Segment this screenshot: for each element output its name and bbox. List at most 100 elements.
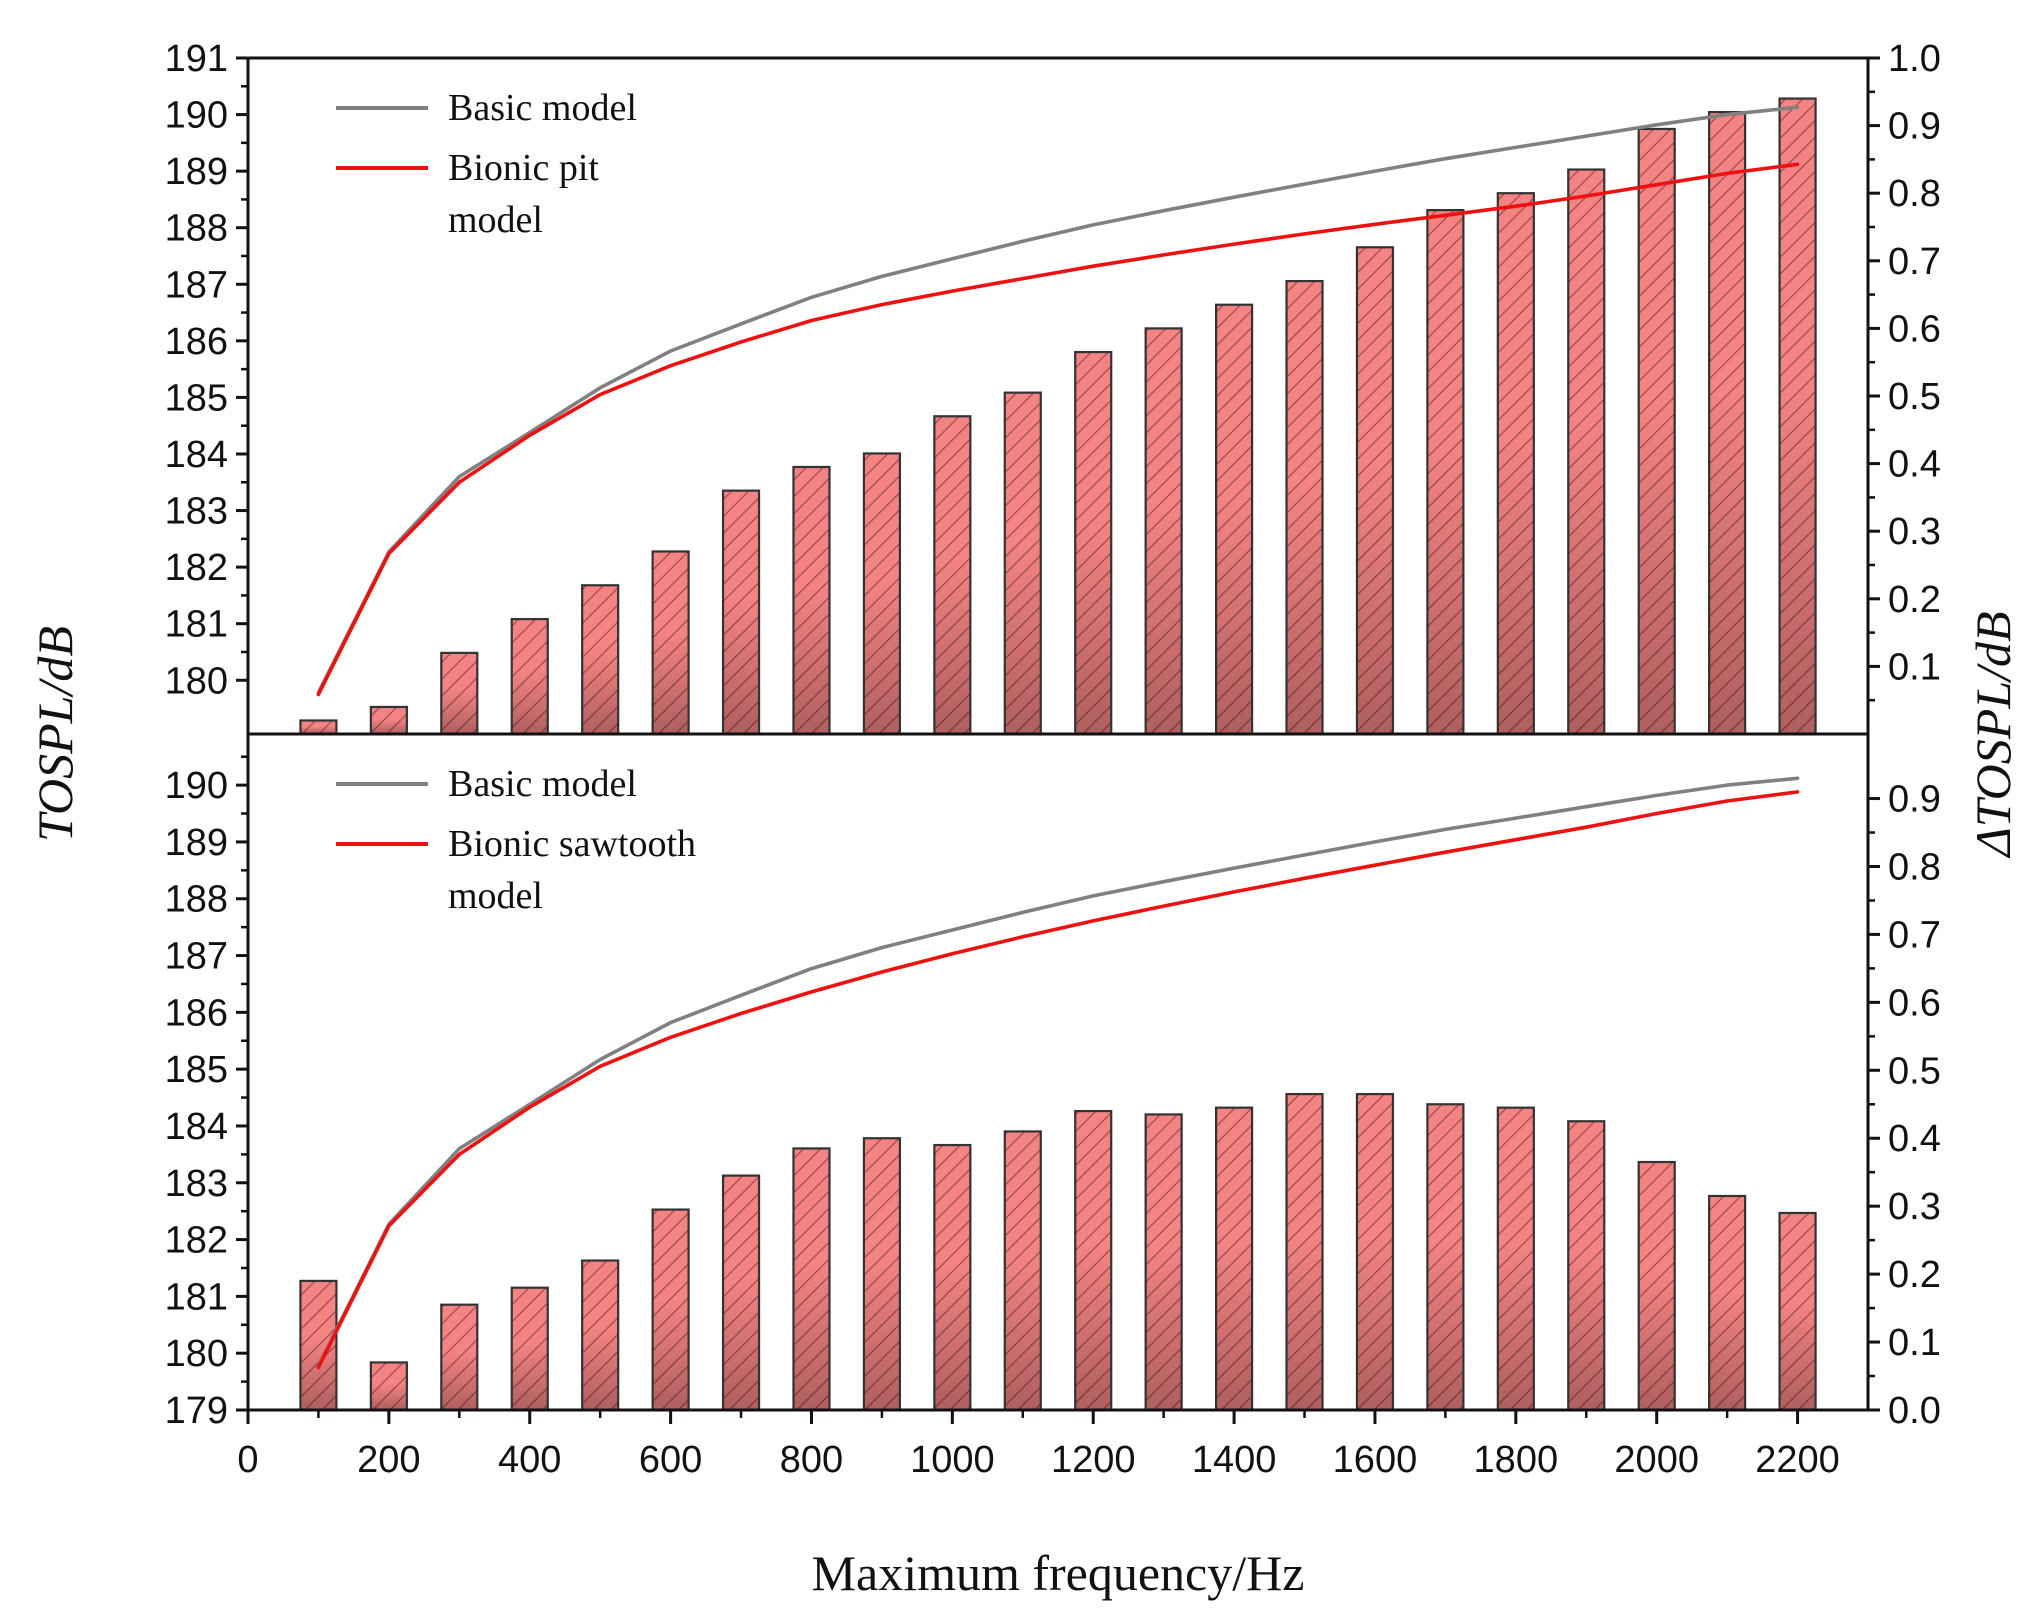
bottom-bar-700 [721, 1174, 761, 1412]
bottom-bar-1000 [933, 1143, 972, 1412]
top-bar-900 [862, 452, 902, 736]
bottom-legend-label-1-0: Bionic sawtooth [448, 823, 696, 865]
top-bar-outline [1567, 168, 1606, 736]
bottom-bar-outline [1355, 1092, 1395, 1412]
bar-layer [299, 97, 1817, 1412]
top-right-tick-label-0.3: 0.3 [1888, 511, 1941, 553]
bottom-right-tick-label-0.9: 0.9 [1888, 779, 1941, 821]
top-bar-1900 [1567, 168, 1606, 736]
top-left-tick-label-189: 189 [165, 151, 228, 193]
top-bar-outline [1355, 246, 1395, 736]
top-left-tick-label-185: 185 [165, 377, 228, 419]
top-bar-1800 [1496, 192, 1535, 736]
text-layer: 180 181 182 183 184 185 186 187 188 189 190 191 0.1 0… [27, 38, 2021, 1601]
bottom-left-tick-label-190: 190 [165, 765, 228, 807]
bottom-bar-1700 [1426, 1103, 1465, 1412]
top-bar-1600 [1355, 246, 1395, 736]
bottom-line-basic-model [316, 776, 1800, 1368]
bottom-line-bionic-model [316, 790, 1800, 1370]
bottom-bar-outline [651, 1208, 690, 1412]
bottom-bar-outline [1637, 1160, 1676, 1412]
bottom-left-tick-label-188: 188 [165, 879, 228, 921]
top-bar-outline [1144, 327, 1183, 736]
top-left-tick-label-190: 190 [165, 95, 228, 137]
bottom-bar-1300 [1144, 1113, 1183, 1412]
bottom-bar-outline [510, 1286, 549, 1412]
bottom-bar-outline [440, 1303, 479, 1412]
top-right-tick-label-0.4: 0.4 [1888, 444, 1941, 486]
top-bar-outline [933, 415, 972, 736]
x-tick-label-0: 0 [237, 1439, 258, 1481]
bottom-bar-800 [792, 1147, 831, 1412]
bottom-right-tick-label-0.2: 0.2 [1888, 1254, 1941, 1296]
top-bar-outline [299, 719, 338, 736]
top-left-tick-label-184: 184 [165, 434, 228, 476]
bottom-bar-900 [862, 1137, 902, 1412]
bottom-right-tick-label-0.0: 0.0 [1888, 1390, 1941, 1432]
x-axis-title: Maximum frequency/Hz [812, 1545, 1305, 1601]
top-right-tick-label-1.0: 1.0 [1888, 38, 1941, 80]
bottom-bar-2100 [1708, 1194, 1747, 1412]
top-bar-outline [651, 550, 690, 736]
top-bar-outline [1778, 97, 1817, 736]
bottom-left-tick-label-181: 181 [165, 1276, 228, 1318]
top-left-tick-label-181: 181 [165, 604, 228, 646]
top-bar-2200 [1778, 97, 1817, 736]
top-left-tick-label-187: 187 [165, 264, 228, 306]
top-line-bionic-model [316, 162, 1800, 697]
top-left-tick-label-180: 180 [165, 660, 228, 702]
top-bar-outline [1214, 303, 1254, 736]
bottom-bar-200 [369, 1361, 408, 1412]
top-line-basic-model [316, 105, 1800, 695]
top-right-tick-label-0.6: 0.6 [1888, 308, 1941, 350]
top-bar-100 [299, 719, 338, 736]
top-bar-200 [369, 705, 408, 736]
bottom-bar-outline [1426, 1103, 1465, 1412]
top-legend-label-1-1: model [448, 199, 543, 241]
top-right-tick-label-0.2: 0.2 [1888, 579, 1941, 621]
top-bar-outline [1708, 110, 1747, 736]
bottom-bar-300 [440, 1303, 479, 1412]
bottom-left-tick-label-180: 180 [165, 1333, 228, 1375]
top-left-tick-label-188: 188 [165, 208, 228, 250]
top-bar-outline [1637, 127, 1676, 736]
top-left-tick-label-182: 182 [165, 547, 228, 589]
bottom-bar-1100 [1003, 1130, 1042, 1412]
bottom-bar-500 [581, 1259, 620, 1412]
bottom-left-tick-label-184: 184 [165, 1106, 228, 1148]
bottom-right-tick-label-0.7: 0.7 [1888, 914, 1941, 956]
bottom-left-tick-label-189: 189 [165, 822, 228, 864]
top-bar-1200 [1074, 350, 1113, 736]
x-tick-label-800: 800 [780, 1439, 843, 1481]
bottom-right-tick-label-0.8: 0.8 [1888, 846, 1941, 888]
bottom-bar-outline [1285, 1092, 1324, 1412]
top-bar-1400 [1214, 303, 1254, 736]
y-axis-title-left: TOSPL/dB [27, 626, 83, 842]
bottom-bar-outline [1708, 1194, 1747, 1412]
top-right-tick-label-0.7: 0.7 [1888, 241, 1941, 283]
top-right-tick-label-0.8: 0.8 [1888, 173, 1941, 215]
top-bar-2000 [1637, 127, 1676, 736]
bottom-bar-2000 [1637, 1160, 1676, 1412]
bottom-bar-outline [792, 1147, 831, 1412]
bottom-right-tick-label-0.6: 0.6 [1888, 982, 1941, 1024]
top-bar-800 [792, 465, 831, 736]
x-tick-label-200: 200 [357, 1439, 420, 1481]
top-legend-label-0-0: Basic model [448, 87, 637, 129]
top-bar-outline [1496, 192, 1535, 736]
x-tick-label-2000: 2000 [1614, 1439, 1699, 1481]
x-tick-label-1200: 1200 [1051, 1439, 1136, 1481]
bottom-bar-outline [581, 1259, 620, 1412]
top-bar-1300 [1144, 327, 1183, 736]
axes-layer [236, 56, 1880, 1424]
bottom-bar-outline [1144, 1113, 1183, 1412]
x-tick-label-2200: 2200 [1755, 1439, 1840, 1481]
top-bar-outline [581, 584, 620, 736]
bottom-bar-1500 [1285, 1092, 1324, 1412]
top-bar-outline [1003, 391, 1042, 736]
bottom-bar-outline [1074, 1109, 1113, 1412]
bottom-bar-1200 [1074, 1109, 1113, 1412]
bottom-bar-outline [1214, 1106, 1254, 1412]
top-bar-600 [651, 550, 690, 736]
